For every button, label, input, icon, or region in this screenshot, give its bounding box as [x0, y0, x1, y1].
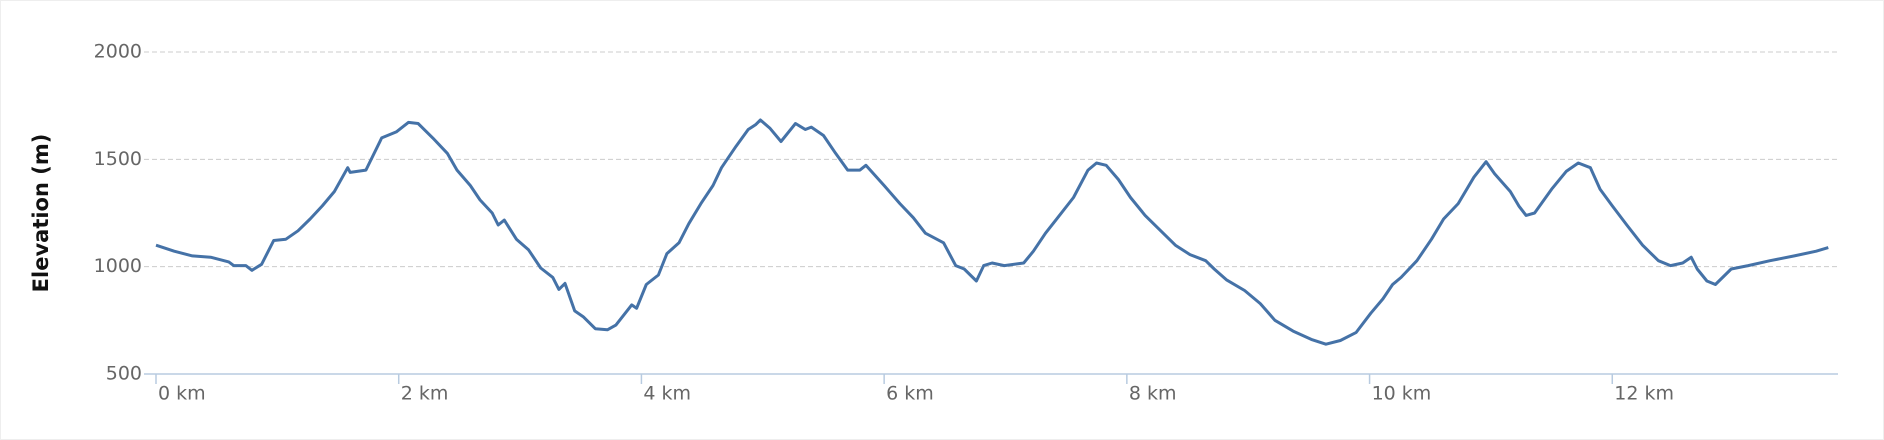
x-tick-label: 10 km: [1372, 383, 1432, 405]
x-tick-label: 12 km: [1614, 383, 1674, 405]
y-tick-label: 1500: [94, 148, 142, 170]
x-tick-label: 2 km: [401, 383, 449, 405]
y-tick-label: 500: [106, 363, 142, 385]
x-tick-label: 0 km: [158, 383, 206, 405]
x-tick-label: 8 km: [1129, 383, 1177, 405]
y-tick-label: 1000: [94, 255, 142, 277]
x-tick-label: 4 km: [643, 383, 691, 405]
x-tick-label: 6 km: [886, 383, 934, 405]
y-tick-label: 2000: [94, 41, 142, 63]
y-axis-label: Elevation (m): [29, 134, 53, 293]
elevation-line: [155, 118, 1829, 346]
